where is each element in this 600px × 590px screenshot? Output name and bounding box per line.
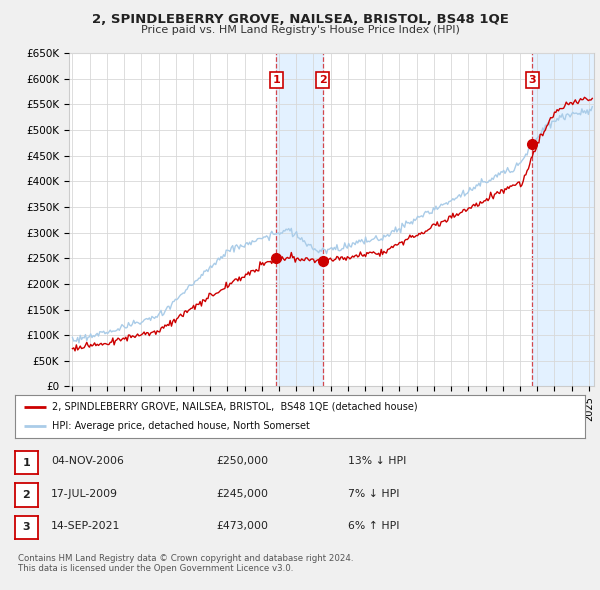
Text: 7% ↓ HPI: 7% ↓ HPI [348,489,400,499]
Text: 6% ↑ HPI: 6% ↑ HPI [348,522,400,531]
Text: 3: 3 [23,523,30,532]
Text: £473,000: £473,000 [216,522,268,531]
Text: HPI: Average price, detached house, North Somerset: HPI: Average price, detached house, Nort… [52,421,310,431]
Text: 2: 2 [319,75,326,85]
Text: 2, SPINDLEBERRY GROVE, NAILSEA, BRISTOL, BS48 1QE: 2, SPINDLEBERRY GROVE, NAILSEA, BRISTOL,… [92,13,508,26]
Text: 17-JUL-2009: 17-JUL-2009 [51,489,118,499]
Text: £250,000: £250,000 [216,457,268,466]
Text: 3: 3 [529,75,536,85]
Text: This data is licensed under the Open Government Licence v3.0.: This data is licensed under the Open Gov… [18,565,293,573]
Text: 13% ↓ HPI: 13% ↓ HPI [348,457,406,466]
Text: 1: 1 [272,75,280,85]
Text: 04-NOV-2006: 04-NOV-2006 [51,457,124,466]
Text: £245,000: £245,000 [216,489,268,499]
Bar [532,53,594,386]
Text: Price paid vs. HM Land Registry's House Price Index (HPI): Price paid vs. HM Land Registry's House … [140,25,460,35]
Text: 14-SEP-2021: 14-SEP-2021 [51,522,121,531]
Bar [276,53,323,386]
Text: 1: 1 [23,458,30,467]
Text: 2, SPINDLEBERRY GROVE, NAILSEA, BRISTOL,  BS48 1QE (detached house): 2, SPINDLEBERRY GROVE, NAILSEA, BRISTOL,… [52,402,418,412]
Text: 2: 2 [23,490,30,500]
Text: Contains HM Land Registry data © Crown copyright and database right 2024.: Contains HM Land Registry data © Crown c… [18,555,353,563]
